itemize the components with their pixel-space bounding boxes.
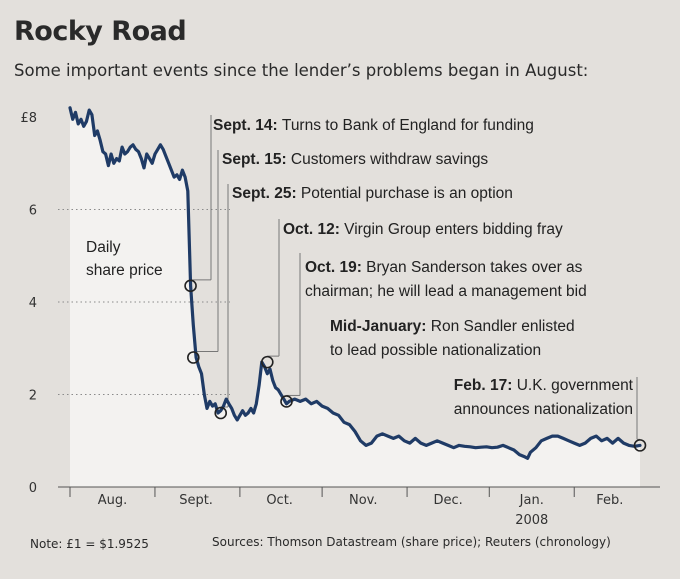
annotation-text: Oct. 19: Bryan Sanderson takes over as xyxy=(305,259,583,276)
annotation-date: Oct. 12: xyxy=(283,221,344,238)
annotation-description: Bryan Sanderson takes over as xyxy=(366,259,583,276)
x-tick-label: Sept. xyxy=(179,493,213,508)
event-marker xyxy=(633,439,647,452)
chart-title: Rocky Road xyxy=(14,16,187,47)
annotation-date: Sept. 25: xyxy=(232,185,301,202)
annotation-text: Oct. 12: Virgin Group enters bidding fra… xyxy=(283,221,563,238)
annotation-date: Sept. 14: xyxy=(213,117,282,134)
sources-note: Sources: Thomson Datastream (share price… xyxy=(212,535,611,549)
annotation-date: Sept. 15: xyxy=(222,151,291,168)
annotation-text-line2: chairman; he will lead a management bid xyxy=(305,283,587,300)
annotation-description: Virgin Group enters bidding fray xyxy=(344,221,563,238)
y-tick-label: 2 xyxy=(29,389,37,404)
annotation-description: Potential purchase is an option xyxy=(301,185,513,202)
annotation-description: Customers withdraw savings xyxy=(291,151,489,168)
share-price-line xyxy=(68,106,642,460)
event-marker xyxy=(214,406,228,420)
chart-subtitle: Some important events since the lender’s… xyxy=(14,61,589,80)
x-tick-label: Dec. xyxy=(434,493,463,508)
event-marker xyxy=(261,355,274,369)
series-label: Daily xyxy=(86,239,121,256)
x-tick-sublabel: 2008 xyxy=(515,513,548,528)
event-marker xyxy=(187,351,200,364)
annotation-text: Sept. 25: Potential purchase is an optio… xyxy=(232,185,513,202)
price-area-fill xyxy=(70,107,640,487)
x-tick-label: Aug. xyxy=(98,493,128,508)
series-label: share price xyxy=(86,262,163,279)
annotation-date: Feb. 17: xyxy=(454,377,517,394)
y-tick-label: 0 xyxy=(29,481,37,496)
annotation-description: Ron Sandler enlisted xyxy=(431,318,575,335)
event-marker xyxy=(280,395,293,408)
annotation-text-line2: announces nationalization xyxy=(454,401,633,418)
x-tick-label: Feb. xyxy=(596,493,623,508)
currency-note: Note: £1 = $1.9525 xyxy=(30,537,149,551)
annotation-text-line2: to lead possible nationalization xyxy=(330,342,541,359)
y-tick-label: 6 xyxy=(29,204,37,219)
annotation-text: Sept. 15: Customers withdraw savings xyxy=(222,151,488,168)
annotation-description: Turns to Bank of England for funding xyxy=(282,117,534,134)
annotation-text: Feb. 17: U.K. government xyxy=(454,377,634,394)
x-tick-label: Jan. xyxy=(519,493,544,508)
x-tick-label: Oct. xyxy=(266,493,293,508)
annotation-description: U.K. government xyxy=(517,377,634,394)
annotation-text: Mid-January: Ron Sandler enlisted xyxy=(330,318,575,335)
y-tick-label: 4 xyxy=(29,296,37,311)
annotation-text: Sept. 14: Turns to Bank of England for f… xyxy=(213,117,534,134)
y-tick-label: £8 xyxy=(20,111,37,126)
annotation-date: Oct. 19: xyxy=(305,259,366,276)
x-tick-label: Nov. xyxy=(349,493,378,508)
event-marker xyxy=(184,279,197,293)
annotation-date: Mid-January: xyxy=(330,318,431,335)
